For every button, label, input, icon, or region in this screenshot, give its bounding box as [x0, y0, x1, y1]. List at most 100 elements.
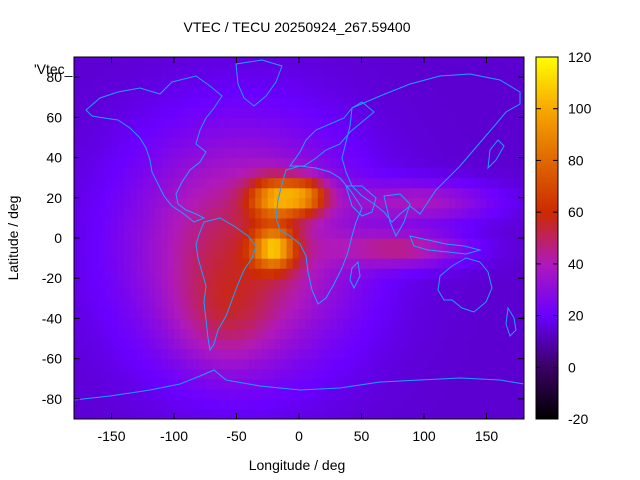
- heatmap-cell: [430, 137, 438, 149]
- heatmap-cell: [274, 308, 281, 320]
- heatmap-cell: [249, 358, 256, 370]
- heatmap-cell: [411, 258, 419, 269]
- heatmap-cell: [361, 57, 369, 68]
- heatmap-cell: [330, 248, 338, 259]
- heatmap-cell: [417, 87, 425, 98]
- heatmap-cell: [449, 388, 456, 400]
- heatmap-cell: [380, 288, 388, 299]
- heatmap-cell: [174, 207, 181, 219]
- heatmap-cell: [436, 248, 444, 259]
- heatmap-cell: [111, 278, 119, 289]
- heatmap-cell: [305, 368, 313, 380]
- heatmap-cell: [299, 298, 306, 309]
- heatmap-cell: [286, 258, 294, 269]
- heatmap-cell: [430, 107, 438, 118]
- heatmap-cell: [142, 177, 150, 189]
- heatmap-cell: [192, 207, 200, 219]
- heatmap-cell: [192, 67, 200, 78]
- heatmap-cell: [155, 348, 163, 360]
- heatmap-cell: [392, 117, 400, 128]
- heatmap-cell: [311, 268, 319, 279]
- heatmap-cell: [424, 87, 431, 98]
- heatmap-cell: [161, 207, 169, 219]
- heatmap-cell: [124, 127, 131, 139]
- heatmap-cell: [192, 217, 200, 229]
- heatmap-cell: [449, 187, 456, 199]
- heatmap-cell: [242, 127, 250, 139]
- heatmap-cell: [505, 248, 513, 259]
- heatmap-cell: [367, 388, 375, 400]
- heatmap-cell: [249, 67, 256, 78]
- heatmap-cell: [336, 87, 344, 98]
- heatmap-cell: [230, 197, 238, 209]
- heatmap-cell: [136, 328, 144, 340]
- heatmap-cell: [455, 127, 463, 139]
- heatmap-cell: [367, 187, 375, 199]
- heatmap-cell: [355, 77, 363, 88]
- heatmap-cell: [374, 57, 381, 68]
- heatmap-cell: [486, 408, 494, 419]
- heatmap-cell: [242, 378, 250, 390]
- heatmap-cell: [386, 338, 394, 350]
- heatmap-cell: [455, 358, 463, 370]
- heatmap-cell: [449, 137, 456, 149]
- heatmap-cell: [380, 217, 388, 229]
- heatmap-cell: [367, 147, 375, 159]
- heatmap-cell: [255, 197, 263, 209]
- heatmap-cell: [236, 258, 244, 269]
- heatmap-cell: [92, 338, 100, 350]
- heatmap-cell: [392, 57, 400, 68]
- heatmap-cell: [167, 288, 175, 299]
- heatmap-cell: [455, 187, 463, 199]
- heatmap-cell: [299, 268, 306, 279]
- heatmap-cell: [392, 157, 400, 169]
- heatmap-cell: [199, 167, 206, 179]
- heatmap-cell: [74, 177, 81, 189]
- heatmap-cell: [511, 238, 519, 249]
- heatmap-cell: [361, 117, 369, 128]
- heatmap-cell: [92, 137, 100, 149]
- heatmap-cell: [211, 97, 219, 108]
- heatmap-cell: [242, 368, 250, 380]
- heatmap-cell: [505, 137, 513, 149]
- heatmap-cell: [386, 157, 394, 169]
- heatmap-cell: [142, 117, 150, 128]
- heatmap-cell: [142, 288, 150, 299]
- heatmap-cell: [324, 398, 331, 410]
- heatmap-cell: [505, 358, 513, 370]
- heatmap-cell: [99, 57, 106, 68]
- heatmap-cell: [186, 348, 194, 360]
- heatmap-cell: [455, 97, 463, 108]
- heatmap-cell: [361, 258, 369, 269]
- heatmap-cell: [386, 408, 394, 419]
- heatmap-cell: [111, 187, 119, 199]
- heatmap-cell: [280, 308, 288, 320]
- heatmap-cell: [236, 278, 244, 289]
- heatmap-cell: [374, 97, 381, 108]
- heatmap-cell: [249, 137, 256, 149]
- heatmap-cell: [292, 298, 300, 309]
- heatmap-cell: [130, 117, 138, 128]
- heatmap-cell: [124, 278, 131, 289]
- heatmap-cell: [411, 167, 419, 179]
- heatmap-cell: [311, 358, 319, 370]
- heatmap-cell: [467, 87, 475, 98]
- heatmap-cell: [386, 278, 394, 289]
- heatmap-cell: [230, 398, 238, 410]
- heatmap-cell: [149, 258, 156, 269]
- heatmap-cell: [517, 147, 524, 159]
- heatmap-cell: [161, 368, 169, 380]
- heatmap-cell: [430, 117, 438, 128]
- heatmap-cell: [86, 288, 94, 299]
- heatmap-cell: [130, 97, 138, 108]
- heatmap-cell: [142, 167, 150, 179]
- heatmap-cell: [392, 167, 400, 179]
- heatmap-cell: [230, 87, 238, 98]
- heatmap-cell: [249, 278, 256, 289]
- heatmap-cell: [505, 227, 513, 239]
- heatmap-cell: [374, 388, 381, 400]
- heatmap-cell: [174, 107, 181, 118]
- heatmap-cell: [386, 348, 394, 360]
- heatmap-cell: [417, 368, 425, 380]
- heatmap-cell: [186, 87, 194, 98]
